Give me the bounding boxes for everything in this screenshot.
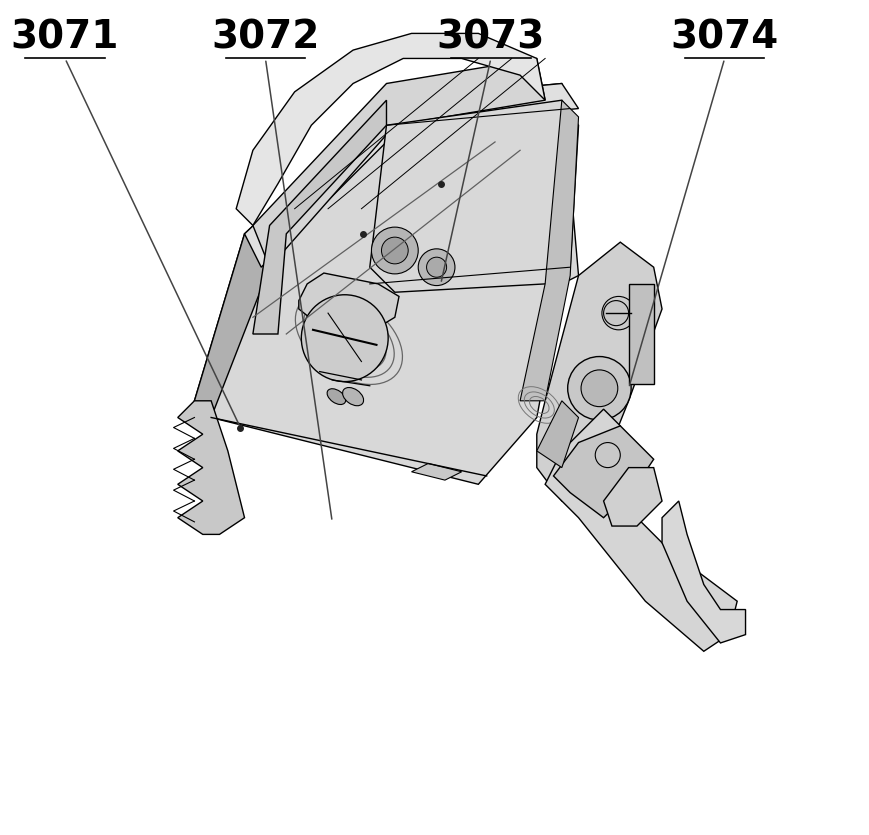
Polygon shape [244,84,578,267]
Polygon shape [177,401,244,534]
Circle shape [601,296,634,330]
Polygon shape [536,242,661,501]
Circle shape [418,249,454,286]
Circle shape [567,357,630,420]
Ellipse shape [327,389,345,404]
Circle shape [381,237,408,264]
Polygon shape [553,426,653,518]
Circle shape [371,227,418,274]
Polygon shape [194,84,578,484]
Polygon shape [536,401,578,468]
Polygon shape [545,409,736,651]
Circle shape [580,370,617,407]
Text: 3074: 3074 [670,18,778,57]
Text: 3072: 3072 [211,18,319,57]
Polygon shape [235,33,545,225]
Polygon shape [298,273,399,327]
Polygon shape [520,100,578,401]
Ellipse shape [342,387,363,406]
Polygon shape [369,100,578,292]
Polygon shape [411,463,461,480]
Text: 3073: 3073 [436,18,544,57]
Polygon shape [603,468,661,526]
Circle shape [594,443,620,468]
Circle shape [426,257,446,277]
Circle shape [603,301,628,326]
Circle shape [301,295,388,382]
Polygon shape [661,501,745,643]
Polygon shape [194,234,269,418]
Polygon shape [628,284,653,384]
Text: 3071: 3071 [10,18,119,57]
Polygon shape [253,100,386,334]
Polygon shape [253,58,545,267]
